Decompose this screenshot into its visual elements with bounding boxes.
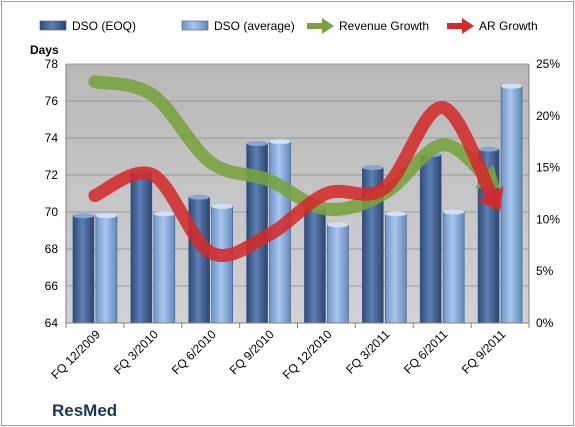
y-tick-label: 78 — [45, 57, 59, 71]
bar-dso-eoq — [304, 208, 326, 324]
bar-cap — [153, 211, 175, 217]
x-tick-label: FQ 6/2010 — [169, 327, 219, 377]
y-tick-label: 66 — [45, 279, 59, 293]
bar-cap — [501, 83, 523, 89]
y-tick-label: 76 — [45, 94, 59, 108]
brand-label: ResMed — [52, 401, 117, 420]
y2-tick-label: 5% — [536, 264, 554, 278]
legend-arrowhead-revenue-growth — [322, 18, 334, 34]
y-tick-label: 68 — [45, 242, 59, 256]
legend-arrowhead-ar-growth — [462, 18, 474, 34]
bar-dso-average — [153, 213, 176, 324]
bar-cap — [478, 146, 500, 152]
bar-dso-average — [95, 215, 118, 324]
y-axis-ticks: 64 66 68 70 72 74 76 78 — [45, 57, 59, 330]
x-axis-ticks: FQ 12/2009 FQ 3/2010 FQ 6/2010 FQ 9/2010 FQ … — [48, 327, 508, 382]
bar-cap — [72, 213, 94, 219]
bar-dso-eoq — [188, 196, 210, 324]
bar-dso-average — [442, 211, 465, 324]
bars — [72, 83, 523, 324]
y2-tick-label: 0% — [536, 316, 554, 330]
revenue-growth-line — [88, 75, 496, 216]
ar-growth-arrowhead — [477, 186, 504, 212]
bar-dso-average — [385, 213, 407, 324]
bar-cap — [327, 222, 349, 228]
bar-cap — [362, 165, 384, 171]
legend-label: AR Growth — [479, 19, 538, 33]
ar-growth-line — [88, 101, 500, 262]
y2-tick-label: 25% — [536, 57, 560, 71]
bar-cap — [95, 213, 117, 219]
y-tick-label: 74 — [45, 131, 59, 145]
y2-tick-label: 20% — [536, 109, 560, 123]
legend-label: DSO (average) — [214, 19, 295, 33]
x-tick-label: FQ 12/2010 — [280, 327, 335, 382]
y2-tick-label: 10% — [536, 212, 560, 226]
x-tick-label: FQ 3/2011 — [343, 327, 393, 377]
bar-dso-eoq — [72, 215, 95, 324]
legend: DSO (EOQ) DSO (average) Revenue Growth AR G… — [39, 18, 538, 34]
bar-cap — [385, 211, 407, 217]
bar-cap — [246, 141, 268, 147]
bar-cap — [443, 209, 465, 215]
axes — [65, 64, 530, 328]
bar-cap — [211, 203, 233, 209]
x-tick-label: FQ 6/2011 — [401, 327, 451, 377]
bar-cap — [269, 139, 291, 145]
y-tick-label: 70 — [45, 205, 59, 219]
bar-dso-average — [211, 206, 233, 324]
y-axis-title: Days — [30, 43, 59, 57]
bar-dso-eoq — [419, 154, 442, 324]
bar-dso-average — [327, 224, 349, 324]
x-tick-label: FQ 9/2011 — [459, 327, 509, 377]
y-tick-label: 72 — [45, 168, 59, 182]
y2-tick-label: 15% — [536, 161, 560, 175]
legend-swatch-dso-eoq — [39, 20, 67, 31]
bar-dso-eoq — [130, 171, 153, 324]
y2-axis-ticks: 0% 5% 10% 15% 20% 25% — [536, 57, 560, 330]
bar-cap — [188, 194, 210, 200]
legend-label: DSO (EOQ) — [72, 19, 136, 33]
legend-swatch-dso-average — [181, 20, 209, 31]
x-tick-label: FQ 9/2010 — [227, 327, 277, 377]
legend-label: Revenue Growth — [339, 19, 429, 33]
bar-dso-average — [500, 85, 523, 324]
y-tick-label: 64 — [45, 316, 59, 330]
x-tick-label: FQ 3/2010 — [111, 327, 161, 377]
growth-arrows — [88, 75, 504, 262]
x-tick-label: FQ 12/2009 — [48, 327, 103, 382]
